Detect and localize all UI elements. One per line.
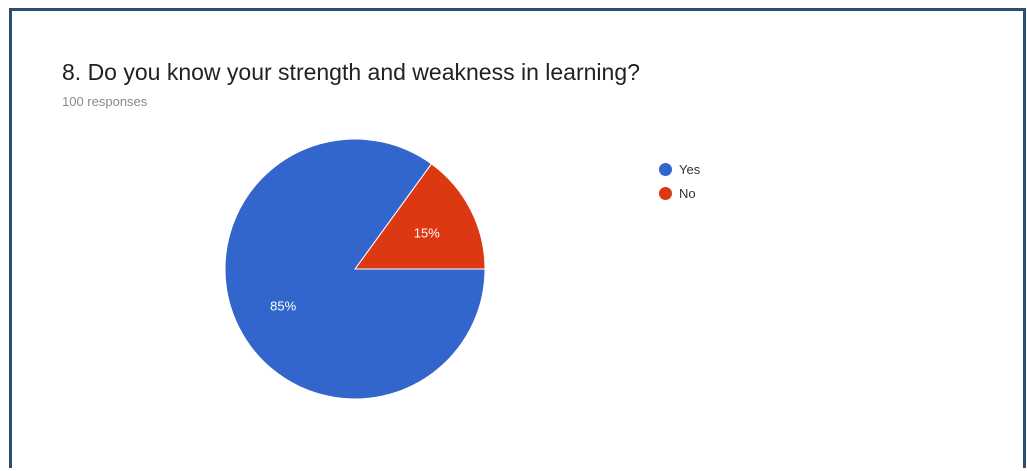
legend-swatch-no [659,186,672,200]
legend-swatch-yes [659,162,672,176]
response-count: 100 responses [62,94,148,109]
pie-label-no: 15% [414,225,440,240]
legend-label-no: No [679,185,696,201]
question-title: 8. Do you know your strength and weaknes… [62,59,640,85]
legend-item-no[interactable]: No [659,181,700,205]
chart-card: 8. Do you know your strength and weaknes… [9,8,1026,468]
pie-slice-no[interactable] [354,163,486,270]
pie-label-yes: 85% [270,299,296,314]
pie-chart: 15% 85% [224,138,486,400]
pie-slice-yes[interactable] [224,138,486,400]
chart-legend: Yes No [659,157,700,205]
legend-item-yes[interactable]: Yes [659,157,700,181]
legend-label-yes: Yes [679,161,701,177]
